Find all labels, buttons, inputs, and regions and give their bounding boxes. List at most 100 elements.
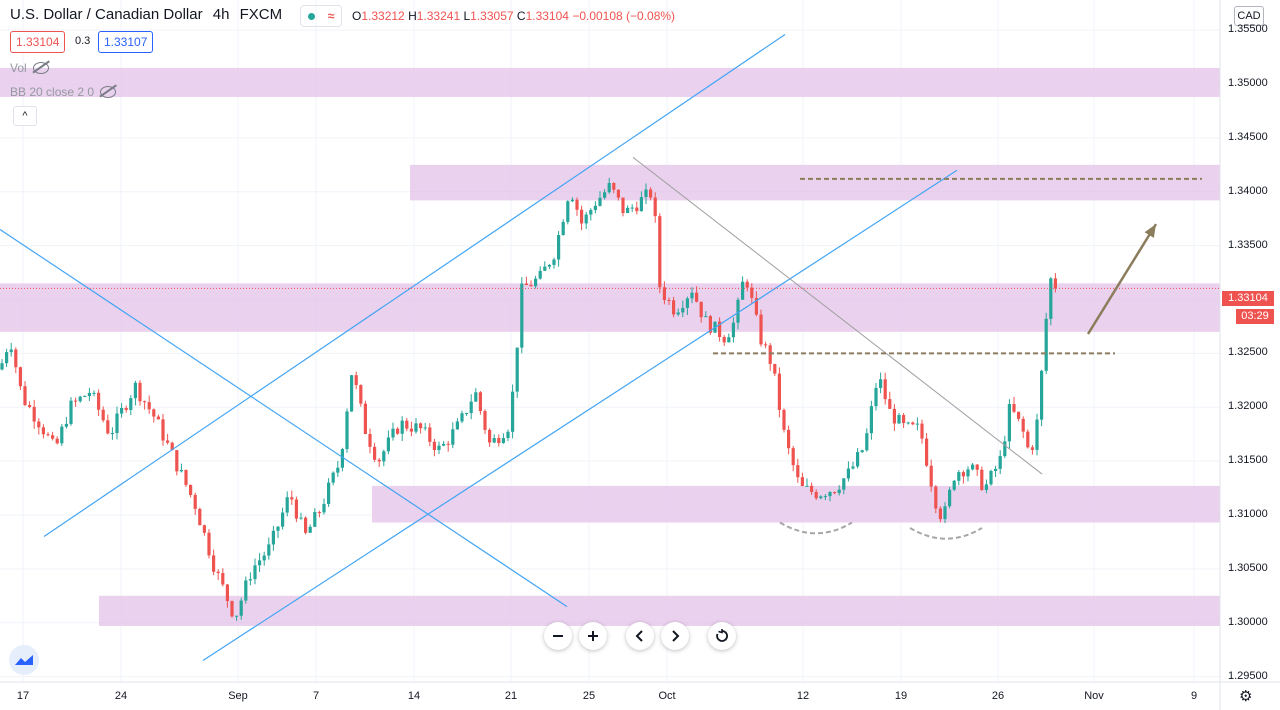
candle-body xyxy=(575,199,579,210)
candle-body xyxy=(166,440,170,443)
time-tick-label: 25 xyxy=(582,690,596,702)
candle-body xyxy=(998,456,1002,469)
candle-body xyxy=(984,484,988,490)
candle-body xyxy=(989,470,993,485)
candle-body xyxy=(382,451,386,462)
reset-chart-button[interactable] xyxy=(708,622,736,650)
price-tick-label: 1.31500 xyxy=(1228,454,1268,467)
candle-body xyxy=(276,526,280,531)
candle-body xyxy=(28,404,32,407)
sell-button[interactable]: 1.33104 xyxy=(10,31,66,53)
candle-body xyxy=(340,449,344,468)
candle-body xyxy=(952,480,956,490)
candle-body xyxy=(170,442,174,451)
candle-body xyxy=(759,314,763,345)
candle-body xyxy=(451,429,455,445)
scroll-right-button[interactable] xyxy=(661,622,689,650)
candle-body xyxy=(391,428,395,438)
zone-rect xyxy=(0,283,1220,332)
change-value: −0.00108 (−0.08%) xyxy=(572,9,676,23)
candle-body xyxy=(561,221,565,236)
market-status[interactable]: ≈ xyxy=(300,5,342,27)
trendline xyxy=(0,228,568,608)
candle-body xyxy=(621,197,625,213)
time-tick-label: 24 xyxy=(114,690,128,702)
candle-body xyxy=(626,207,630,213)
candle-body xyxy=(97,392,101,410)
candle-body xyxy=(791,448,795,466)
time-tick-label: 17 xyxy=(16,690,30,702)
candle-body xyxy=(78,396,82,402)
candle-body xyxy=(538,270,542,279)
candle-body xyxy=(363,403,367,434)
candle-body xyxy=(695,292,699,302)
support-resistance-zones xyxy=(0,67,1220,626)
candle-body xyxy=(837,489,841,494)
candle-body xyxy=(124,407,128,410)
candle-body xyxy=(161,419,165,441)
candle-body xyxy=(212,555,216,572)
indicator-bb[interactable]: BB 20 close 2 0 xyxy=(10,85,117,99)
time-tick-label: 21 xyxy=(504,690,518,702)
candle-body xyxy=(175,450,179,472)
indicator-vol-label: Vol xyxy=(10,61,27,75)
candle-body xyxy=(400,420,404,434)
candle-body xyxy=(524,283,528,286)
trendline xyxy=(43,33,786,538)
time-tick-label: Oct xyxy=(658,690,676,702)
tradingview-logo[interactable] xyxy=(9,645,39,675)
candle-body xyxy=(304,517,308,533)
candle-body xyxy=(731,322,735,338)
candle-body xyxy=(1017,411,1021,419)
candle-body xyxy=(699,301,703,318)
settings-gear-icon[interactable]: ⚙ xyxy=(1239,688,1253,705)
candle-body xyxy=(888,399,892,409)
zoom-in-button[interactable] xyxy=(579,622,607,650)
candle-body xyxy=(437,445,441,450)
candle-body xyxy=(313,512,317,527)
spread-value: 0.3 xyxy=(75,35,91,47)
price-tick-label: 1.31000 xyxy=(1228,508,1268,520)
candle-body xyxy=(856,452,860,467)
candle-body xyxy=(202,525,206,533)
indicator-vol[interactable]: Vol xyxy=(10,61,49,75)
candle-body xyxy=(474,392,478,402)
candle-body xyxy=(736,299,740,323)
hide-eye-icon[interactable] xyxy=(100,86,117,98)
candle-body xyxy=(262,555,266,561)
candle-body xyxy=(750,287,754,298)
candle-body xyxy=(777,373,781,410)
zone-rect xyxy=(99,595,1220,626)
currency-button[interactable]: CAD xyxy=(1234,6,1264,26)
plus-icon xyxy=(588,631,598,641)
candle-body xyxy=(603,192,607,198)
symbol-title: U.S. Dollar / Canadian Dollar xyxy=(10,6,203,23)
candle-body xyxy=(225,584,229,602)
candle-body xyxy=(966,469,970,477)
buy-button[interactable]: 1.33107 xyxy=(98,31,154,53)
candle-body xyxy=(9,349,13,353)
market-open-icon xyxy=(307,12,315,20)
candle-body xyxy=(685,298,689,308)
candle-body xyxy=(501,438,505,444)
zoom-out-button[interactable] xyxy=(544,622,572,650)
candle-body xyxy=(37,421,41,428)
zone-rect xyxy=(0,67,1220,97)
candle-body xyxy=(534,278,538,287)
candle-body xyxy=(727,337,731,343)
collapse-legend-button[interactable]: ^ xyxy=(13,106,37,126)
candle-body xyxy=(915,423,919,425)
candle-body xyxy=(244,580,248,601)
candle-body xyxy=(552,259,556,265)
candle-body xyxy=(773,363,777,374)
candle-body xyxy=(828,492,832,497)
source-label: FXCM xyxy=(239,6,283,23)
scroll-left-button[interactable] xyxy=(626,622,654,650)
candle-body xyxy=(819,496,823,499)
candle-body xyxy=(345,411,349,450)
hide-eye-icon[interactable] xyxy=(32,62,49,74)
symbol-legend[interactable]: U.S. Dollar / Canadian Dollar 4h FXCM xyxy=(10,6,288,23)
candle-body xyxy=(386,437,390,452)
candle-body xyxy=(929,465,933,487)
